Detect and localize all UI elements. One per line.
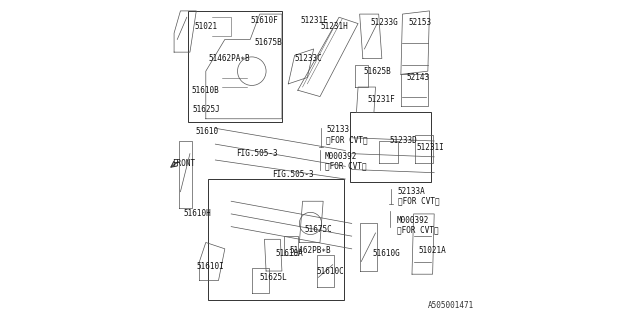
Text: 〈FOR CVT〉: 〈FOR CVT〉 <box>324 162 366 171</box>
Text: 51610G: 51610G <box>372 249 400 258</box>
Text: 51610: 51610 <box>196 127 219 136</box>
Text: 51231F: 51231F <box>367 95 396 104</box>
Text: FRONT: FRONT <box>173 159 196 168</box>
Text: 51462PA∗B: 51462PA∗B <box>209 54 250 63</box>
Text: 52153: 52153 <box>409 18 432 27</box>
Text: FIG.505-3: FIG.505-3 <box>236 149 278 158</box>
Text: 51021: 51021 <box>195 22 218 31</box>
Text: 51610C: 51610C <box>316 267 344 276</box>
Text: M000392: M000392 <box>397 216 429 225</box>
Text: 51462PB∗B: 51462PB∗B <box>290 246 332 255</box>
Bar <box>350 112 431 182</box>
Text: A505001471: A505001471 <box>428 301 474 310</box>
Text: 52133A: 52133A <box>397 187 426 196</box>
Text: 51610F: 51610F <box>250 16 278 25</box>
Bar <box>209 179 344 300</box>
Text: 51625B: 51625B <box>364 67 392 76</box>
Text: 52143: 52143 <box>406 73 429 82</box>
Text: 51231H: 51231H <box>320 22 348 31</box>
Text: 51625J: 51625J <box>193 105 220 114</box>
Text: 51231E: 51231E <box>301 16 329 25</box>
Text: 51610A: 51610A <box>276 249 303 258</box>
Text: 51675B: 51675B <box>255 38 283 47</box>
Text: 52133: 52133 <box>326 125 349 134</box>
Text: 〈FOR CVT〉: 〈FOR CVT〉 <box>397 197 439 206</box>
Text: 〈FOR CVT〉: 〈FOR CVT〉 <box>326 135 368 144</box>
Text: 51675C: 51675C <box>304 225 332 234</box>
Text: 51625L: 51625L <box>260 273 287 282</box>
Text: 51021A: 51021A <box>419 246 446 255</box>
Text: FIG.505-3: FIG.505-3 <box>273 170 314 179</box>
Text: 51233G: 51233G <box>371 18 399 27</box>
Text: 51231I: 51231I <box>417 143 445 152</box>
Bar <box>188 11 282 122</box>
Text: 51610B: 51610B <box>191 86 220 95</box>
Text: 〈FOR CVT〉: 〈FOR CVT〉 <box>397 225 438 234</box>
Text: 51610H: 51610H <box>184 209 211 219</box>
Text: 51233C: 51233C <box>294 54 323 63</box>
Text: 51610I: 51610I <box>196 262 224 271</box>
Text: 51233D: 51233D <box>390 136 417 146</box>
Text: M000392: M000392 <box>324 152 357 161</box>
